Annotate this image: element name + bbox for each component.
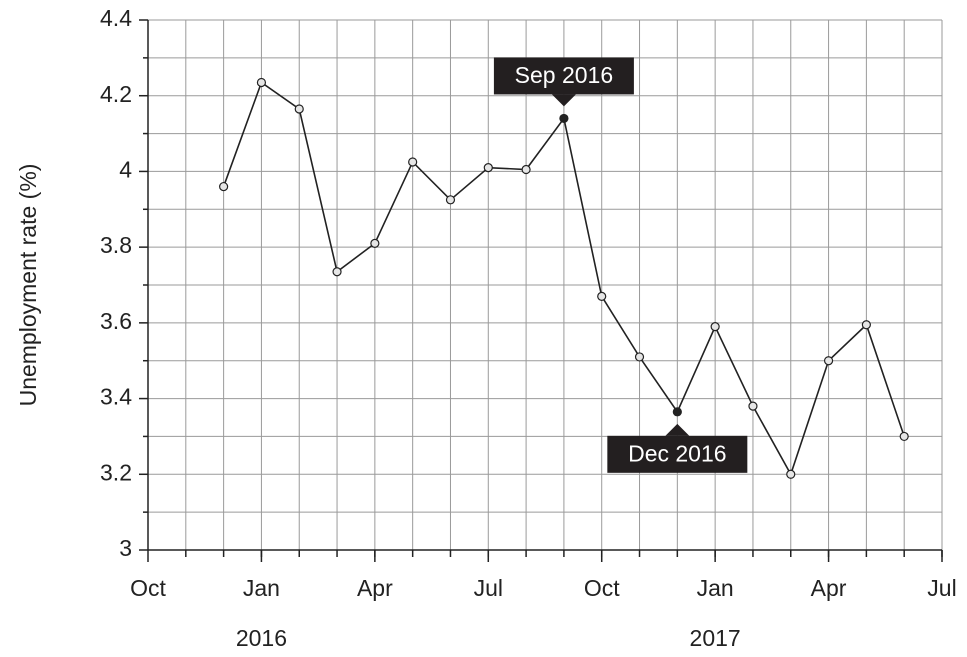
- point: [559, 113, 569, 124]
- y-tick-label: 4.2: [100, 81, 132, 107]
- point: [332, 267, 342, 277]
- point: [219, 181, 229, 192]
- point: [748, 401, 758, 411]
- point: [521, 164, 531, 175]
- callout-box: [607, 435, 748, 473]
- x-tick-label: Apr: [357, 575, 393, 601]
- x-tick-label: Jan: [243, 575, 280, 601]
- x-tick-label: Jul: [474, 575, 503, 601]
- point: [408, 157, 418, 167]
- point: [823, 356, 834, 366]
- y-tick-label: 3: [119, 535, 132, 561]
- year-label: 2016: [236, 625, 287, 651]
- callout-pointer: [551, 94, 576, 107]
- point: [483, 163, 493, 173]
- point: [445, 195, 456, 205]
- point: [861, 320, 871, 330]
- callout-pointer: [665, 423, 690, 436]
- y-tick-label: 4.4: [100, 5, 132, 31]
- y-tick-label: 3.6: [100, 308, 132, 334]
- point: [294, 104, 304, 114]
- point: [899, 431, 909, 442]
- point: [672, 407, 682, 417]
- callout-label: Dec 2016: [628, 440, 726, 466]
- x-tick-label: Jul: [927, 575, 956, 601]
- point: [256, 77, 267, 88]
- point: [786, 469, 796, 479]
- x-tick-label: Oct: [130, 575, 166, 601]
- y-tick-label: 3.8: [100, 232, 132, 258]
- point: [710, 322, 720, 332]
- x-tick-label: Oct: [584, 575, 620, 601]
- point: [634, 352, 645, 362]
- x-tick-label: Jan: [697, 575, 734, 601]
- callout-box: [493, 57, 634, 95]
- y-tick-label: 4: [119, 157, 132, 183]
- callout-label: Sep 2016: [515, 62, 613, 88]
- y-tick-label: 3.2: [100, 459, 132, 485]
- y-tick-label: 3.4: [100, 384, 132, 410]
- point: [370, 238, 380, 248]
- y-axis-label: Unemployment rate (%): [15, 164, 41, 407]
- point: [597, 291, 607, 301]
- x-tick-label: Apr: [811, 575, 847, 601]
- year-label: 2017: [690, 625, 741, 651]
